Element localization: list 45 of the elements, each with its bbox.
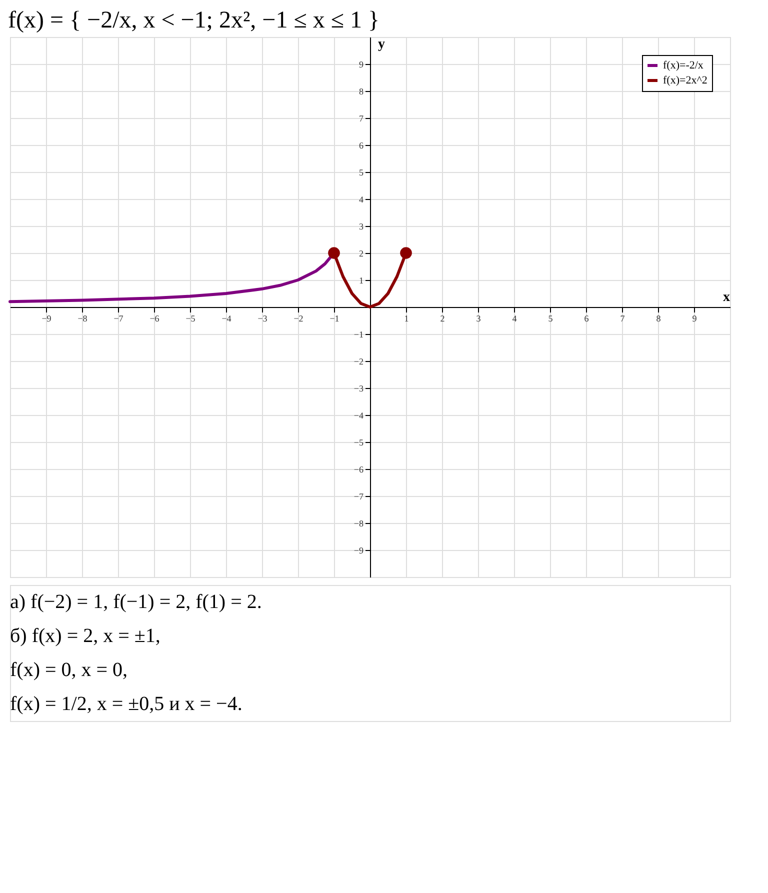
y-tick-label: 5 (359, 168, 364, 178)
text: б) f(x) = 2, x = ±1, (10, 625, 160, 647)
x-tick-label: −5 (186, 314, 196, 324)
x-tick-label: 6 (584, 314, 590, 324)
y-tick-label: −6 (354, 464, 364, 474)
x-tick-label: −4 (222, 314, 232, 324)
x-tick-label: −7 (114, 314, 124, 324)
y-tick-label: 9 (359, 60, 364, 70)
x-tick-label: 5 (548, 314, 554, 324)
legend-label: f(x)=2x^2 (663, 74, 708, 86)
y-tick-label: −1 (354, 330, 364, 340)
text: f(x) = 0, x = 0, (10, 659, 128, 681)
chart-title: f(x) = { −2/x, x < −1; 2x², −1 ≤ x ≤ 1 } (8, 8, 380, 34)
y-tick-label: 6 (359, 140, 364, 150)
x-tick-label: 9 (692, 314, 698, 324)
x-tick-label: −9 (42, 314, 52, 324)
x-tick-label: 1 (404, 314, 409, 324)
y-tick-label: 8 (359, 86, 364, 96)
x-tick-label: −3 (258, 314, 268, 324)
y-axis-title: y (378, 37, 385, 52)
y-tick-label: 2 (359, 248, 364, 258)
text: а) f(−2) = 1, f(−1) = 2, f(1) = 2. (10, 591, 262, 613)
y-tick-label: 7 (359, 114, 364, 124)
x-tick-label: −2 (294, 314, 304, 324)
y-tick-label: 3 (359, 222, 364, 232)
y-tick-label: −7 (354, 492, 364, 502)
y-tick-label: 4 (359, 194, 364, 204)
y-tick-label: −4 (354, 410, 364, 420)
x-tick-label: 8 (656, 314, 662, 324)
y-tick-label: −5 (354, 438, 364, 448)
y-tick-label: −2 (354, 356, 364, 366)
y-tick-label: −3 (354, 384, 364, 394)
x-tick-label: −1 (330, 314, 340, 324)
x-tick-label: 3 (476, 314, 482, 324)
x-tick-label: 4 (512, 314, 518, 324)
x-axis-title: x (723, 290, 730, 305)
y-tick-label: 1 (359, 276, 364, 286)
text: f(x) = 1/2, x = ±0,5 и x = −4. (10, 693, 242, 715)
y-tick-label: −8 (354, 518, 364, 528)
y-tick-label: −9 (354, 546, 364, 556)
x-tick-label: −8 (78, 314, 88, 324)
x-tick-label: 2 (440, 314, 445, 324)
legend-label: f(x)=-2/x (663, 60, 704, 72)
x-tick-label: −6 (150, 314, 160, 324)
x-tick-label: 7 (620, 314, 626, 324)
